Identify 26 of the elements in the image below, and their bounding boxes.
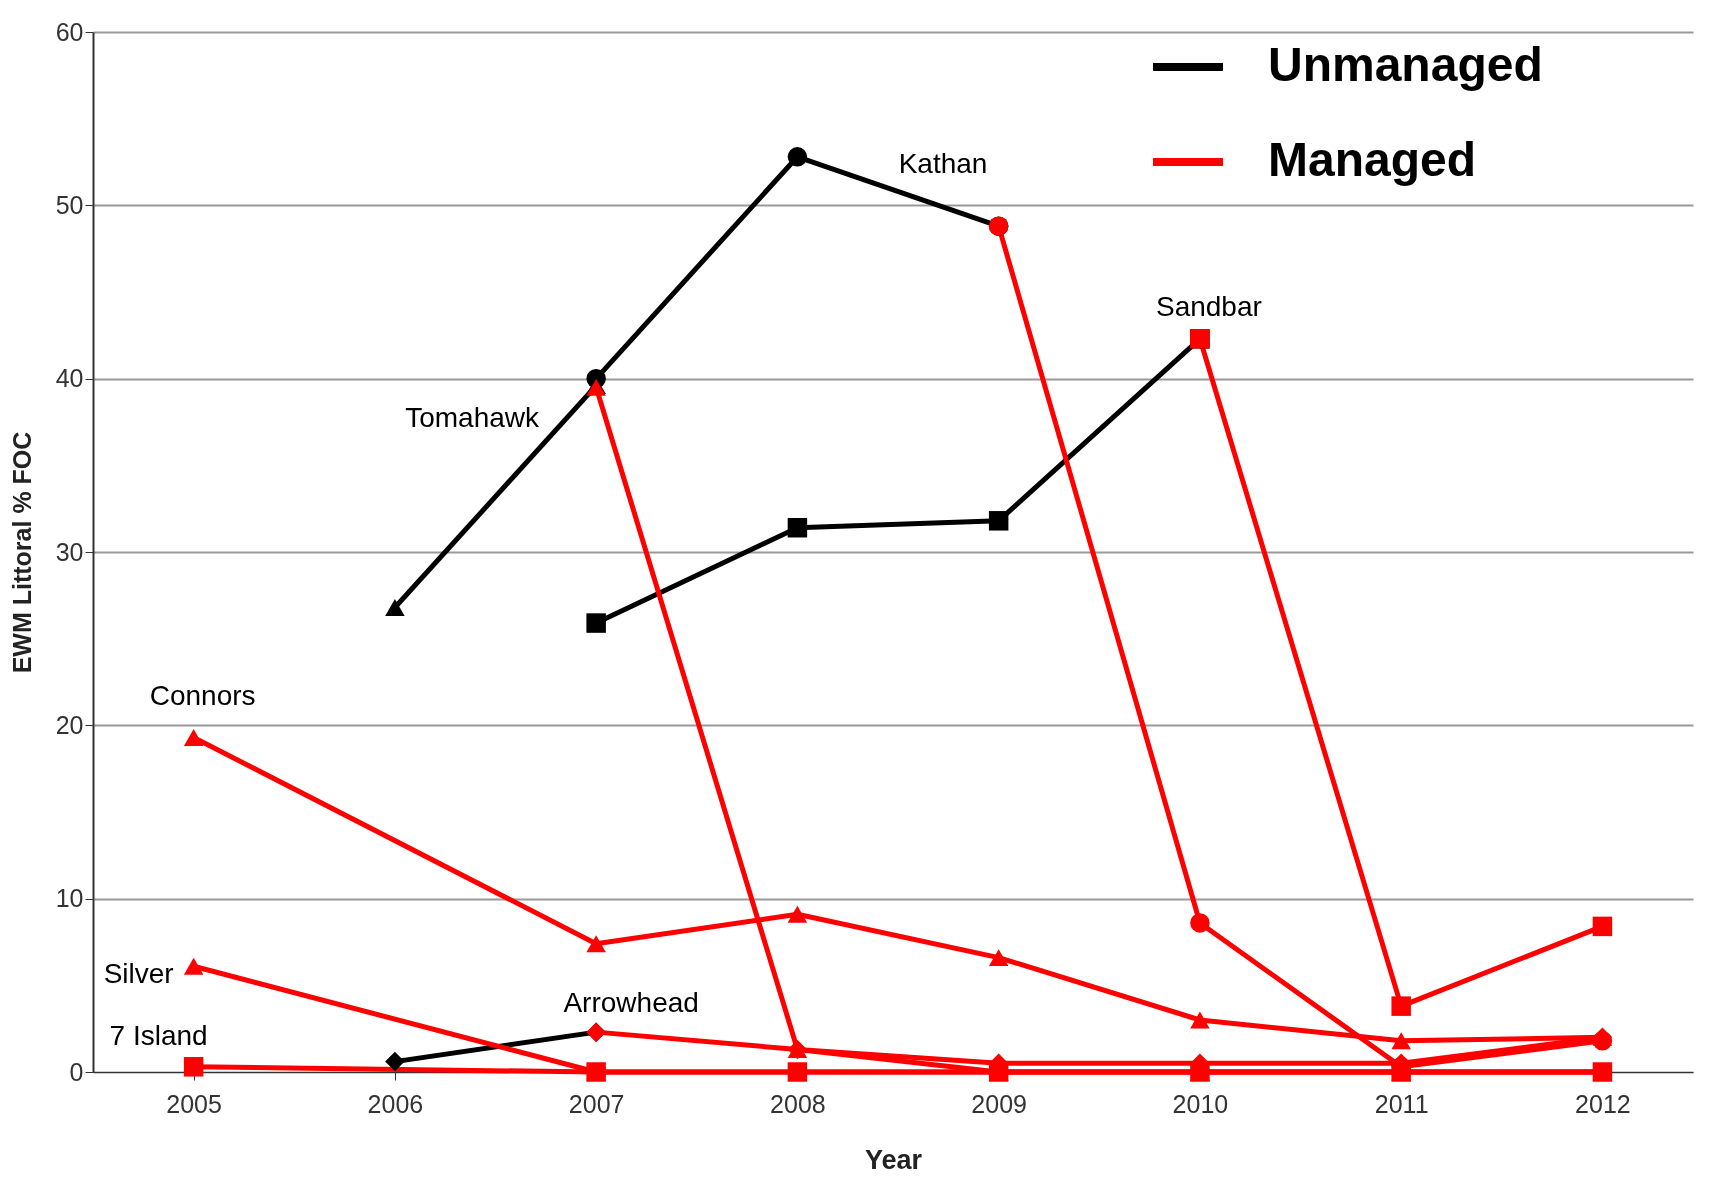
- annotation: 7 Island: [109, 1019, 208, 1051]
- x-tick-label: 2009: [971, 1089, 1027, 1118]
- annotation: Kathan: [898, 148, 988, 180]
- x-tick-label: 2007: [568, 1089, 625, 1118]
- y-tick-label: 10: [55, 884, 84, 913]
- y-tick-label: 30: [55, 537, 84, 566]
- x-axis-title: Year: [864, 1144, 923, 1175]
- annotation: Silver: [103, 958, 174, 990]
- x-tick-label: 2006: [367, 1089, 424, 1118]
- y-tick-label: 40: [55, 364, 84, 393]
- y-tick-label: 0: [69, 1057, 84, 1086]
- legend-label: Managed: [1268, 133, 1477, 186]
- y-tick-label: 20: [55, 710, 84, 739]
- x-tick-label: 2010: [1172, 1089, 1229, 1118]
- x-tick-label: 2008: [770, 1089, 826, 1118]
- annotation: Sandbar: [1155, 290, 1262, 322]
- x-tick-label: 2005: [166, 1089, 222, 1118]
- y-tick-label: 50: [55, 190, 84, 219]
- annotation: Connors: [149, 680, 256, 712]
- x-tick-label: 2011: [1374, 1089, 1429, 1118]
- annotation: Arrowhead: [563, 987, 699, 1019]
- annotation: Tomahawk: [405, 401, 541, 433]
- y-axis-title: EWM Littoral % FOC: [7, 431, 36, 674]
- y-tick-label: 60: [55, 17, 84, 46]
- x-tick-label: 2012: [1575, 1089, 1631, 1118]
- legend-label: Unmanaged: [1268, 38, 1543, 91]
